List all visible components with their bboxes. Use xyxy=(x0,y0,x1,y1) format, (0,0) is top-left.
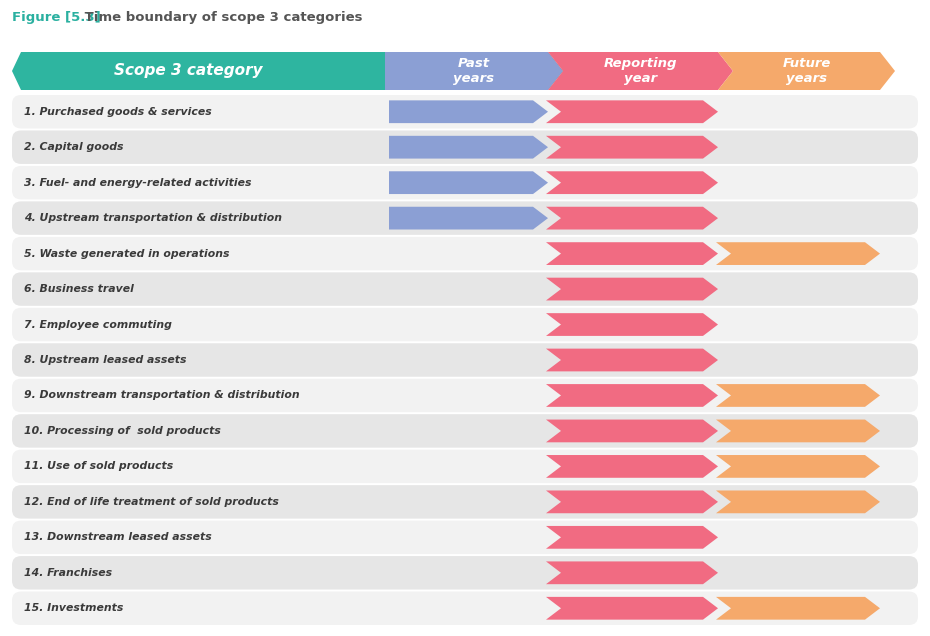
Polygon shape xyxy=(546,171,718,194)
FancyBboxPatch shape xyxy=(12,202,918,235)
Text: 1. Purchased goods & services: 1. Purchased goods & services xyxy=(24,107,212,117)
FancyBboxPatch shape xyxy=(12,237,918,270)
FancyBboxPatch shape xyxy=(12,343,918,377)
Polygon shape xyxy=(546,526,718,549)
Text: Time boundary of scope 3 categories: Time boundary of scope 3 categories xyxy=(80,11,363,25)
FancyBboxPatch shape xyxy=(12,378,918,412)
Text: 7. Employee commuting: 7. Employee commuting xyxy=(24,319,172,329)
Polygon shape xyxy=(546,242,718,265)
Text: 12. End of life treatment of sold products: 12. End of life treatment of sold produc… xyxy=(24,497,279,507)
FancyBboxPatch shape xyxy=(12,166,918,200)
Polygon shape xyxy=(546,100,718,123)
Polygon shape xyxy=(546,597,718,619)
Polygon shape xyxy=(716,384,880,407)
Polygon shape xyxy=(718,52,895,90)
Text: 13. Downstream leased assets: 13. Downstream leased assets xyxy=(24,532,212,543)
Polygon shape xyxy=(546,384,718,407)
Text: 4. Upstream transportation & distribution: 4. Upstream transportation & distributio… xyxy=(24,213,282,223)
Polygon shape xyxy=(389,136,548,158)
Text: 11. Use of sold products: 11. Use of sold products xyxy=(24,461,173,471)
Text: 8. Upstream leased assets: 8. Upstream leased assets xyxy=(24,355,187,365)
Polygon shape xyxy=(546,136,718,158)
Text: 3. Fuel- and energy-related activities: 3. Fuel- and energy-related activities xyxy=(24,177,251,188)
Text: 9. Downstream transportation & distribution: 9. Downstream transportation & distribut… xyxy=(24,391,299,401)
Text: Figure [5.3]: Figure [5.3] xyxy=(12,11,100,25)
Text: 6. Business travel: 6. Business travel xyxy=(24,284,134,294)
FancyBboxPatch shape xyxy=(12,450,918,483)
Polygon shape xyxy=(546,455,718,478)
Polygon shape xyxy=(716,455,880,478)
FancyBboxPatch shape xyxy=(12,521,918,554)
Polygon shape xyxy=(546,313,718,336)
Polygon shape xyxy=(389,171,548,194)
Text: Past
years: Past years xyxy=(454,57,495,85)
Polygon shape xyxy=(716,242,880,265)
Polygon shape xyxy=(389,207,548,230)
Polygon shape xyxy=(548,52,733,90)
Polygon shape xyxy=(546,278,718,300)
Polygon shape xyxy=(546,349,718,371)
FancyBboxPatch shape xyxy=(12,414,918,448)
Polygon shape xyxy=(385,52,563,90)
Polygon shape xyxy=(546,490,718,513)
Text: 14. Franchises: 14. Franchises xyxy=(24,568,113,577)
FancyBboxPatch shape xyxy=(12,591,918,625)
Text: Future
years: Future years xyxy=(782,57,830,85)
Polygon shape xyxy=(389,100,548,123)
Polygon shape xyxy=(546,420,718,442)
Text: 2. Capital goods: 2. Capital goods xyxy=(24,142,124,152)
FancyBboxPatch shape xyxy=(12,556,918,590)
Text: 10. Processing of  sold products: 10. Processing of sold products xyxy=(24,426,220,436)
Polygon shape xyxy=(716,490,880,513)
FancyBboxPatch shape xyxy=(12,485,918,518)
Polygon shape xyxy=(546,207,718,230)
FancyBboxPatch shape xyxy=(12,95,918,128)
Text: Scope 3 category: Scope 3 category xyxy=(114,64,263,78)
Text: 15. Investments: 15. Investments xyxy=(24,604,124,613)
Text: Reporting
year: Reporting year xyxy=(604,57,677,85)
Polygon shape xyxy=(716,420,880,442)
Text: 5. Waste generated in operations: 5. Waste generated in operations xyxy=(24,249,230,259)
FancyBboxPatch shape xyxy=(12,272,918,306)
FancyBboxPatch shape xyxy=(12,130,918,164)
Polygon shape xyxy=(546,562,718,584)
Polygon shape xyxy=(716,597,880,619)
FancyBboxPatch shape xyxy=(12,308,918,342)
Polygon shape xyxy=(12,52,563,90)
